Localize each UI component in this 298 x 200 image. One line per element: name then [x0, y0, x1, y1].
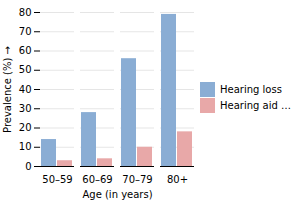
svg-text:0: 0	[25, 161, 31, 172]
svg-text:50: 50	[19, 64, 32, 75]
svg-text:Age (in years): Age (in years)	[82, 189, 152, 200]
svg-text:50–59: 50–59	[42, 174, 72, 185]
svg-text:30: 30	[19, 103, 32, 114]
svg-text:70–79: 70–79	[122, 174, 152, 185]
svg-text:70: 70	[19, 26, 32, 37]
svg-text:20: 20	[19, 122, 32, 133]
svg-text:60–69: 60–69	[82, 174, 112, 185]
svg-text:10: 10	[19, 141, 32, 152]
svg-text:60: 60	[19, 45, 32, 56]
html-text:Hearing loss: Hearing loss	[220, 83, 282, 95]
svg-text:80+: 80+	[167, 174, 188, 185]
svg-text:Prevalence (%) →: Prevalence (%) →	[2, 46, 13, 133]
svg-text:80: 80	[19, 7, 32, 18]
svg-text:40: 40	[19, 84, 32, 95]
